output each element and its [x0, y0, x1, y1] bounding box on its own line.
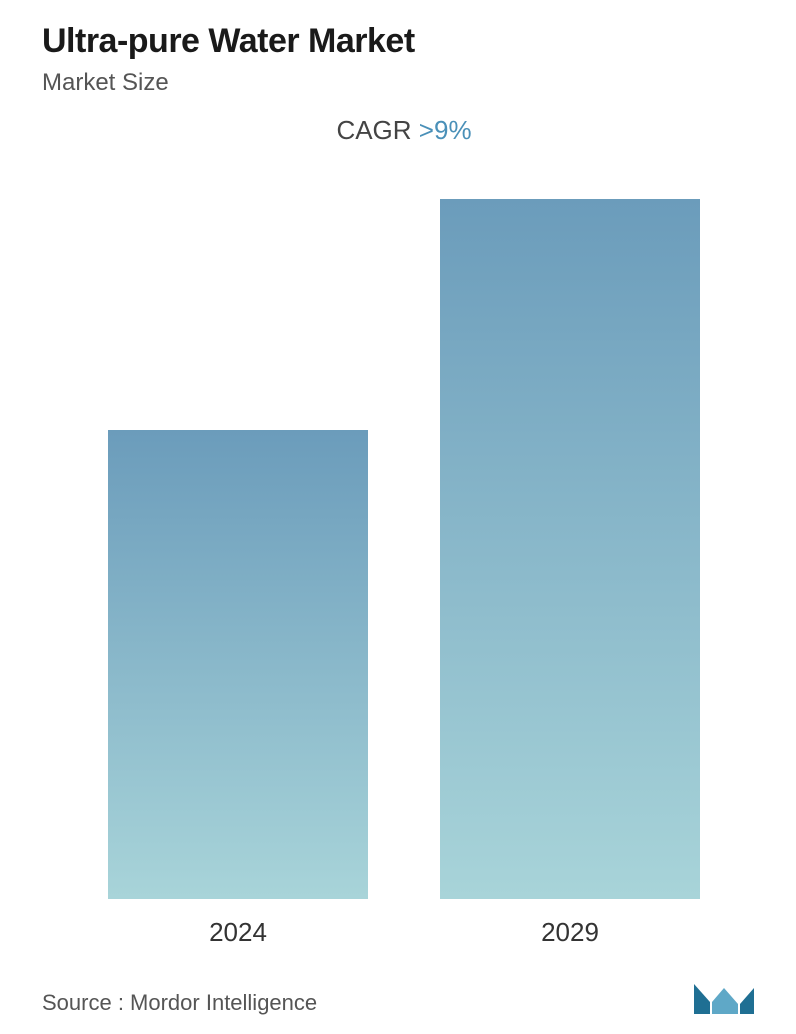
bar-group: 2024	[98, 430, 378, 948]
mordor-logo-icon	[692, 976, 756, 1016]
chart-title: Ultra-pure Water Market	[42, 22, 766, 61]
bar-label: 2029	[541, 917, 599, 948]
cagr-value: >9%	[419, 115, 472, 145]
bar	[440, 199, 700, 899]
bar-group: 2029	[430, 199, 710, 948]
cagr-label: CAGR	[336, 115, 411, 145]
bar-label: 2024	[209, 917, 267, 948]
chart-plot-area: 2024 2029	[42, 186, 766, 948]
chart-subtitle: Market Size	[42, 69, 766, 97]
chart-footer: Source : Mordor Intelligence	[42, 948, 766, 1034]
chart-card: Ultra-pure Water Market Market Size CAGR…	[0, 0, 796, 1034]
cagr-row: CAGR >9%	[42, 115, 766, 146]
source-text: Source : Mordor Intelligence	[42, 990, 317, 1016]
bar	[108, 430, 368, 899]
